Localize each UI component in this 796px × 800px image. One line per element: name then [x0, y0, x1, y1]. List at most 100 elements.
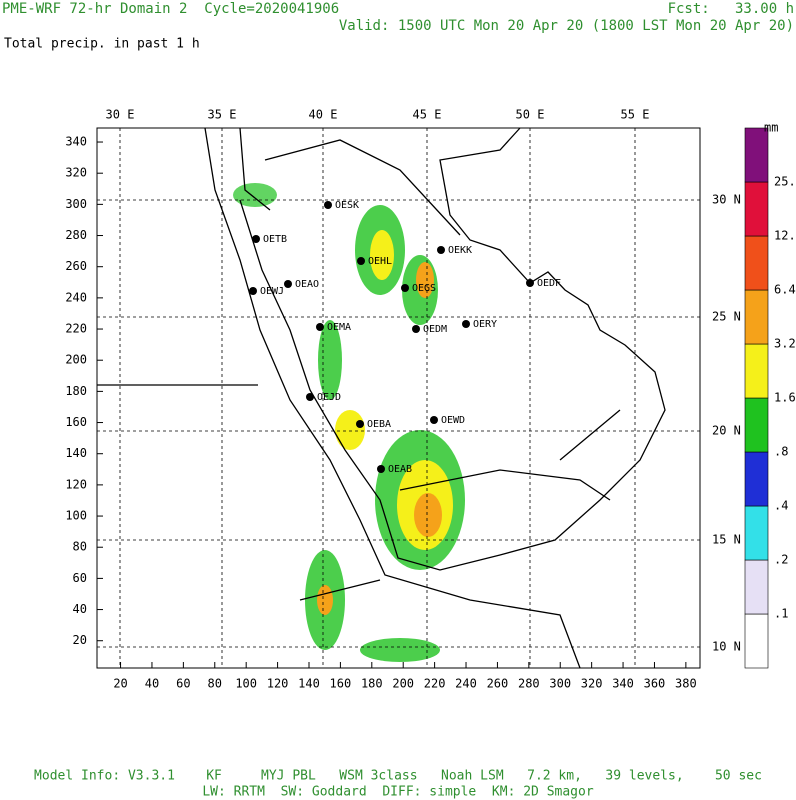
longitude-label: 30 E [106, 108, 135, 122]
station-label: OEJD [317, 392, 341, 403]
colorbar-swatch [744, 235, 769, 291]
station-dot [356, 420, 364, 428]
precip [233, 183, 465, 662]
station-dot [412, 325, 420, 333]
colorbar-label: 25.6 [774, 175, 796, 189]
valid-time: Valid: 1500 UTC Mon 20 Apr 20 (1800 LST … [339, 18, 794, 34]
colorbar-unit: mm [764, 121, 778, 135]
station-label: OEDF [537, 278, 561, 289]
latitude-label: 25 N [712, 310, 741, 324]
x-tick-label: 100 [235, 677, 257, 691]
station-dot [377, 465, 385, 473]
station-dot [252, 235, 260, 243]
colorbar-label: 3.2 [774, 337, 796, 351]
station-label: OEWJ [260, 286, 284, 297]
colorbar-swatch [744, 181, 769, 237]
station-label: OEAO [295, 279, 319, 290]
station-label: OEWD [441, 415, 465, 426]
station-label: OEAB [388, 464, 412, 475]
y-tick-label: 320 [65, 166, 87, 180]
station-label: OEGS [412, 283, 436, 294]
y-tick-label: 120 [65, 477, 87, 491]
map-layer: OESK OEKK OETB OEHL OEAO OEWJ OEGS OEDF OEMA OEDM… [96, 127, 701, 669]
longitude-label: 40 E [309, 108, 338, 122]
x-tick-label: 240 [455, 677, 477, 691]
station-dot [284, 280, 292, 288]
station-label: OETB [263, 234, 287, 245]
x-tick-label: 360 [644, 677, 666, 691]
station-dot [324, 201, 332, 209]
station-dot [249, 287, 257, 295]
x-tick-label: 140 [298, 677, 320, 691]
title: PME-WRF 72-hr Domain 2 Cycle=2020041906 [2, 1, 339, 17]
station-label: OEKK [448, 245, 472, 256]
x-tick-label: 200 [392, 677, 414, 691]
y-tick-label: 80 [73, 540, 87, 554]
y-tick-label: 300 [65, 197, 87, 211]
colorbar-label: .8 [774, 445, 788, 459]
longitude-label: 45 E [413, 108, 442, 122]
station-label: OEBA [367, 419, 391, 430]
subtitle: Total precip. in past 1 h [4, 37, 200, 52]
stations: OESK OEKK OETB OEHL OEAO OEWJ OEGS OEDF OEMA OEDM… [249, 200, 561, 475]
y-tick-label: 200 [65, 353, 87, 367]
colorbar-label: 12.8 [774, 229, 796, 243]
station-label: OEDM [423, 324, 447, 335]
x-tick-label: 300 [549, 677, 571, 691]
colorbar-swatch [744, 505, 769, 561]
x-tick-label: 180 [361, 677, 383, 691]
y-tick-label: 340 [65, 135, 87, 149]
colorbar-label: .1 [774, 607, 788, 621]
x-tick-label: 120 [267, 677, 289, 691]
station-dot [526, 279, 534, 287]
axes: 20 40 60 80 100 120 140 160 180 200 220 240 260 280 30… [65, 108, 741, 691]
y-tick-label: 140 [65, 446, 87, 460]
footer-line1: Model Info: V3.3.1 KF MYJ PBL WSM 3class… [34, 769, 762, 784]
x-tick-label: 60 [176, 677, 190, 691]
station-dot [316, 323, 324, 331]
x-tick-label: 340 [612, 677, 634, 691]
x-tick-label: 160 [330, 677, 352, 691]
x-tick-label: 280 [518, 677, 540, 691]
x-tick-label: 260 [487, 677, 509, 691]
coastline-africa [204, 127, 581, 669]
forecast: Fcst: 33.00 h [668, 1, 794, 17]
graticule [97, 128, 700, 668]
x-tick-label: 380 [675, 677, 697, 691]
colorbar-swatch [744, 559, 769, 615]
y-tick-label: 40 [73, 602, 87, 616]
station-dot [401, 284, 409, 292]
y-tick-label: 160 [65, 415, 87, 429]
y-tick-label: 240 [65, 290, 87, 304]
station-label: OEHL [368, 256, 392, 267]
station-dot [437, 246, 445, 254]
colorbar-swatch [744, 343, 769, 399]
station-dot [306, 393, 314, 401]
station-label: OERY [473, 319, 497, 330]
longitude-label: 35 E [208, 108, 237, 122]
colorbar-label: .2 [774, 553, 788, 567]
coastline [239, 127, 666, 571]
colorbar-label: 1.6 [774, 391, 796, 405]
y-tick-label: 180 [65, 384, 87, 398]
y-tick-label: 220 [65, 322, 87, 336]
latitude-label: 20 N [712, 424, 741, 438]
y-tick-label: 260 [65, 259, 87, 273]
latitude-label: 15 N [712, 533, 741, 547]
colorbar-swatch [744, 451, 769, 507]
y-tick-label: 280 [65, 228, 87, 242]
footer-line2: LW: RRTM SW: Goddard DIFF: simple KM: 2D… [202, 785, 594, 800]
map-frame [96, 127, 701, 669]
x-tick-label: 220 [424, 677, 446, 691]
colorbar-label: .4 [774, 499, 788, 513]
station-label: OESK [335, 200, 359, 211]
latitude-label: 10 N [712, 640, 741, 654]
colorbar-swatch [744, 397, 769, 453]
station-dot [357, 257, 365, 265]
colorbar-swatch [744, 289, 769, 345]
y-tick-label: 20 [73, 633, 87, 647]
longitude-label: 50 E [516, 108, 545, 122]
longitude-label: 55 E [621, 108, 650, 122]
colorbar-swatch [744, 127, 769, 183]
latitude-label: 30 N [712, 193, 741, 207]
